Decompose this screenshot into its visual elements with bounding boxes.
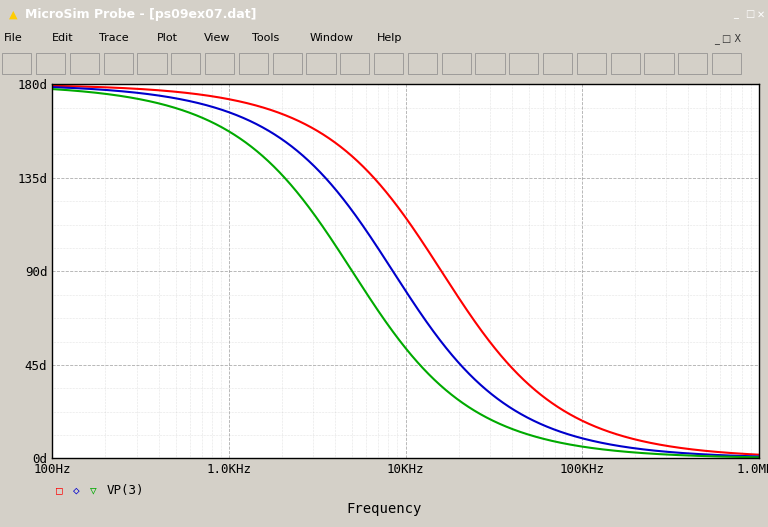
Text: VP(3): VP(3) [107, 484, 144, 496]
Text: _ □ X: _ □ X [714, 33, 741, 44]
Text: ▽: ▽ [90, 485, 97, 495]
Text: □: □ [745, 9, 754, 19]
FancyBboxPatch shape [239, 53, 268, 74]
FancyBboxPatch shape [611, 53, 640, 74]
FancyBboxPatch shape [70, 53, 99, 74]
Text: Window: Window [310, 34, 353, 43]
Text: ◇: ◇ [73, 485, 80, 495]
FancyBboxPatch shape [340, 53, 369, 74]
FancyBboxPatch shape [205, 53, 234, 74]
FancyBboxPatch shape [408, 53, 437, 74]
Text: ▲: ▲ [9, 9, 18, 19]
FancyBboxPatch shape [577, 53, 606, 74]
Text: Help: Help [377, 34, 402, 43]
FancyBboxPatch shape [712, 53, 741, 74]
FancyBboxPatch shape [171, 53, 200, 74]
Text: Edit: Edit [51, 34, 73, 43]
FancyBboxPatch shape [678, 53, 707, 74]
FancyBboxPatch shape [442, 53, 471, 74]
Text: □: □ [56, 485, 63, 495]
FancyBboxPatch shape [36, 53, 65, 74]
FancyBboxPatch shape [137, 53, 167, 74]
FancyBboxPatch shape [306, 53, 336, 74]
FancyBboxPatch shape [104, 53, 133, 74]
Text: File: File [4, 34, 22, 43]
FancyBboxPatch shape [475, 53, 505, 74]
Text: View: View [204, 34, 231, 43]
Text: MicroSim Probe - [ps09ex07.dat]: MicroSim Probe - [ps09ex07.dat] [25, 8, 256, 21]
Text: _: _ [733, 9, 738, 19]
Text: Trace: Trace [99, 34, 129, 43]
FancyBboxPatch shape [644, 53, 674, 74]
Text: ✕: ✕ [756, 9, 765, 19]
FancyBboxPatch shape [2, 53, 31, 74]
Text: Frequency: Frequency [346, 502, 422, 515]
FancyBboxPatch shape [509, 53, 538, 74]
FancyBboxPatch shape [543, 53, 572, 74]
FancyBboxPatch shape [374, 53, 403, 74]
Text: Tools: Tools [252, 34, 279, 43]
FancyBboxPatch shape [273, 53, 302, 74]
Text: Plot: Plot [157, 34, 177, 43]
